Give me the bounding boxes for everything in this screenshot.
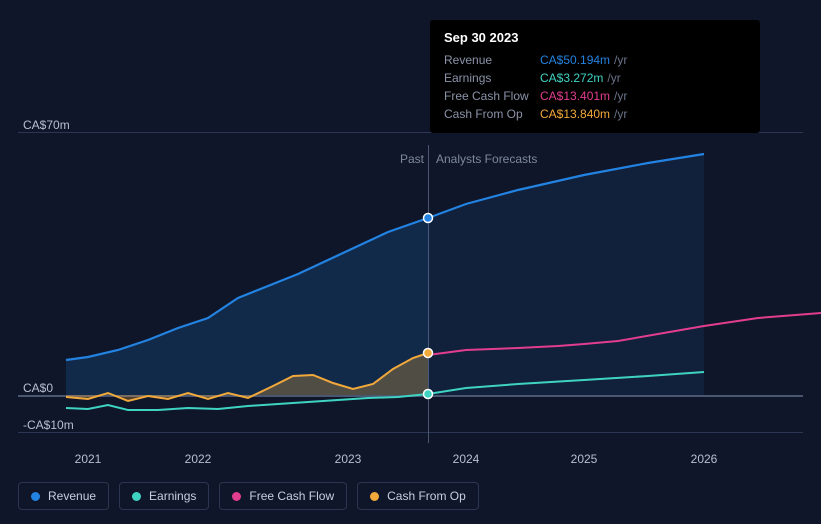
tooltip-unit: /yr <box>607 69 620 87</box>
revenue-marker <box>424 214 433 223</box>
x-axis-label: 2025 <box>571 452 598 466</box>
tooltip-date: Sep 30 2023 <box>444 30 746 45</box>
tooltip-unit: /yr <box>614 105 627 123</box>
legend-label: Earnings <box>149 489 196 503</box>
tooltip-unit: /yr <box>614 87 627 105</box>
tooltip-row: EarningsCA$3.272m/yr <box>444 69 746 87</box>
tooltip-metric-label: Cash From Op <box>444 105 540 123</box>
tooltip-metric-value: CA$50.194m <box>540 51 610 69</box>
tooltip-row: RevenueCA$50.194m/yr <box>444 51 746 69</box>
legend-dot-icon <box>31 492 40 501</box>
x-axis-label: 2023 <box>335 452 362 466</box>
earnings-marker <box>424 390 433 399</box>
legend-item-revenue[interactable]: Revenue <box>18 482 109 510</box>
legend-item-free-cash-flow[interactable]: Free Cash Flow <box>219 482 347 510</box>
legend-dot-icon <box>232 492 241 501</box>
cash-from-op-marker <box>424 349 433 358</box>
tooltip-unit: /yr <box>614 51 627 69</box>
tooltip-row: Cash From OpCA$13.840m/yr <box>444 105 746 123</box>
tooltip-metric-label: Free Cash Flow <box>444 87 540 105</box>
financials-chart[interactable]: CA$70mCA$0-CA$10m Past Analysts Forecast… <box>18 0 803 466</box>
tooltip-metric-value: CA$13.840m <box>540 105 610 123</box>
chart-legend: Revenue Earnings Free Cash Flow Cash From O… <box>18 482 479 510</box>
legend-label: Revenue <box>48 489 96 503</box>
legend-dot-icon <box>370 492 379 501</box>
legend-label: Cash From Op <box>387 489 466 503</box>
legend-item-cash-from-op[interactable]: Cash From Op <box>357 482 479 510</box>
revenue-area-forecast <box>428 154 704 395</box>
tooltip-metric-label: Earnings <box>444 69 540 87</box>
legend-label: Free Cash Flow <box>249 489 334 503</box>
revenue-area-past <box>66 218 428 395</box>
hover-tooltip: Sep 30 2023 RevenueCA$50.194m/yrEarnings… <box>430 20 760 133</box>
x-axis-label: 2026 <box>691 452 718 466</box>
tooltip-metric-label: Revenue <box>444 51 540 69</box>
tooltip-metric-value: CA$13.401m <box>540 87 610 105</box>
x-axis-label: 2021 <box>75 452 102 466</box>
tooltip-metric-value: CA$3.272m <box>540 69 603 87</box>
x-axis-label: 2022 <box>185 452 212 466</box>
legend-item-earnings[interactable]: Earnings <box>119 482 209 510</box>
x-axis-label: 2024 <box>453 452 480 466</box>
tooltip-row: Free Cash FlowCA$13.401m/yr <box>444 87 746 105</box>
legend-dot-icon <box>132 492 141 501</box>
